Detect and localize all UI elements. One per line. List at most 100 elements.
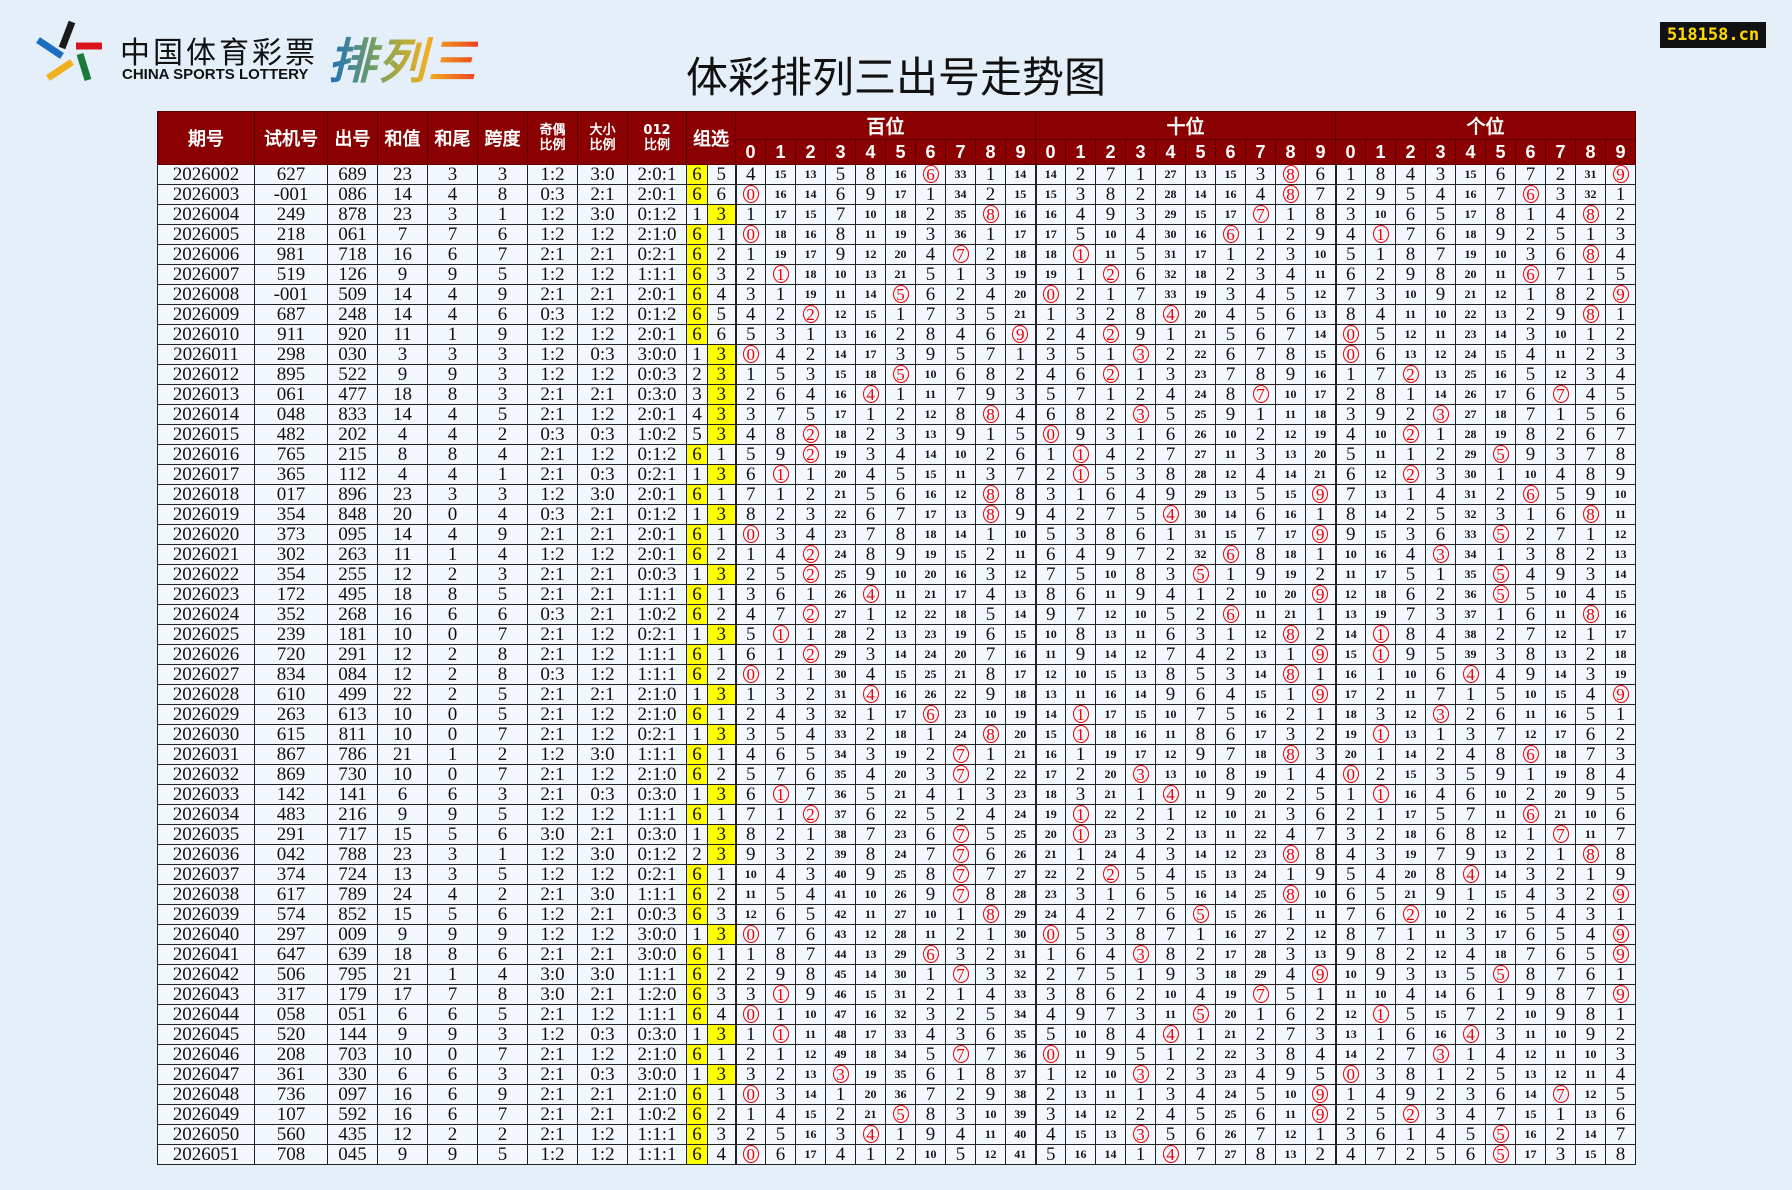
omission-cell-units: 3: [1425, 464, 1456, 485]
omission-cell-hundreds: 17: [915, 504, 946, 525]
omission-cell-tens: 6: [1125, 884, 1156, 905]
sum-tail-cell: 2: [427, 564, 478, 585]
omission-cell-units: 4: [1575, 384, 1606, 405]
omission-cell-tens: 16: [1034, 744, 1066, 765]
omission-cell-tens: 15: [1034, 724, 1066, 745]
omission-cell-tens: 13: [1095, 624, 1126, 645]
omission-cell-tens: 1: [1065, 264, 1096, 285]
omission-cell-hundreds: 1: [975, 424, 1006, 445]
hit-cell-tens: 9: [1305, 484, 1336, 505]
omission-cell-hundreds: 5: [734, 444, 766, 465]
omission-cell-hundreds: 14: [945, 524, 976, 545]
big-small-cell: 0:3: [577, 1064, 628, 1085]
omission-cell-units: 1: [1485, 984, 1516, 1005]
omission-cell-units: 8: [1545, 544, 1576, 565]
span-cell: 5: [477, 684, 528, 705]
sum-tail-cell: 0: [427, 504, 478, 525]
omission-cell-units: 2: [1605, 324, 1636, 345]
omission-cell-hundreds: 4: [795, 724, 826, 745]
omission-cell-units: 1: [1365, 804, 1396, 825]
omission-cell-hundreds: 2: [975, 544, 1006, 565]
sum-tail-cell: 3: [427, 844, 478, 865]
omission-cell-units: 6: [1425, 664, 1456, 685]
omission-cell-units: 3: [1545, 444, 1576, 465]
omission-cell-hundreds: 46: [825, 984, 856, 1005]
position-header-units: 个位: [1335, 111, 1636, 140]
omission-cell-tens: 7: [1095, 504, 1126, 525]
sum-cell: 10: [377, 724, 428, 745]
omission-cell-units: 7: [1365, 364, 1396, 385]
sum-tail-cell: 8: [427, 444, 478, 465]
table-row: 2026041 647 639 18 8 6 2:1 2:1 3:0:0 6 1 1 8 7 44 13 29 6…: [157, 944, 1636, 965]
omission-cell-hundreds: 21: [945, 664, 976, 685]
omission-cell-hundreds: 1: [765, 484, 796, 505]
issue-cell: 2026049: [157, 1104, 255, 1125]
hit-circle-icon: 8: [982, 205, 999, 224]
omission-cell-units: 8: [1485, 744, 1516, 765]
omission-cell-tens: 16: [1215, 184, 1246, 205]
omission-cell-units: 6: [1395, 584, 1426, 605]
omission-cell-units: 4: [1605, 1064, 1636, 1085]
omission-cell-units: 5: [1365, 324, 1396, 345]
hit-cell-tens: 3: [1125, 944, 1156, 965]
omission-cell-hundreds: 6: [765, 744, 796, 765]
hit-circle-icon: 9: [1312, 585, 1329, 604]
span-cell: 6: [477, 944, 528, 965]
omission-cell-units: 10: [1575, 804, 1606, 825]
issue-cell: 2026031: [157, 744, 255, 765]
sum-tail-cell: 4: [427, 464, 478, 485]
omission-cell-units: 8: [1575, 764, 1606, 785]
omission-cell-units: 15: [1395, 764, 1426, 785]
table-row: 2026024 352 268 16 6 6 0:3 2:1 1:0:2 6 2 4 7 2 27 1 12 22…: [157, 604, 1636, 625]
ratio-012-cell: 2:0:1: [627, 284, 687, 305]
big-small-cell: 2:1: [577, 824, 628, 845]
omission-cell-units: 15: [1365, 524, 1396, 545]
big-small-cell: 1:2: [577, 664, 628, 685]
sum-cell: 6: [377, 1004, 428, 1025]
hit-cell-hundreds: 7: [945, 964, 976, 985]
omission-cell-tens: 13: [1275, 1144, 1306, 1165]
hit-circle-icon: 8: [1282, 185, 1299, 204]
omission-cell-tens: 31: [1155, 244, 1186, 265]
hit-circle-icon: 0: [742, 1085, 759, 1104]
header-line: 012: [643, 123, 671, 138]
omission-cell-tens: 2: [1185, 604, 1216, 625]
omission-cell-hundreds: 1: [885, 384, 916, 405]
omission-cell-units: 7: [1395, 224, 1426, 245]
test-number-cell: 867: [254, 744, 328, 765]
hit-circle-icon: 1: [772, 625, 789, 644]
hit-circle-icon: 9: [1612, 925, 1629, 944]
hit-cell-units: 2: [1395, 464, 1426, 485]
hit-cell-units: 0: [1334, 344, 1366, 365]
omission-cell-tens: 3: [1065, 304, 1096, 325]
omission-cell-units: 3: [1605, 1044, 1636, 1065]
draw-number-cell: 009: [327, 924, 378, 945]
omission-cell-tens: 3: [1125, 464, 1156, 485]
omission-cell-tens: 30: [1155, 224, 1186, 245]
omission-cell-tens: 6: [1065, 584, 1096, 605]
omission-cell-tens: 21: [1305, 464, 1336, 485]
group3-cell: 3: [707, 464, 736, 485]
omission-cell-units: 5: [1395, 564, 1426, 585]
lottery-star-icon: [36, 20, 102, 82]
omission-cell-hundreds: 1: [945, 984, 976, 1005]
group6-cell: 6: [686, 704, 708, 725]
omission-cell-units: 16: [1515, 1124, 1546, 1145]
omission-cell-units: 6: [1485, 164, 1516, 185]
omission-cell-hundreds: 7: [915, 844, 946, 865]
omission-cell-units: 3: [1575, 364, 1606, 385]
omission-cell-units: 1: [1575, 524, 1606, 545]
omission-cell-tens: 17: [1034, 224, 1066, 245]
omission-cell-tens: 14: [1245, 664, 1276, 685]
omission-cell-hundreds: 24: [945, 724, 976, 745]
omission-cell-tens: 7: [1185, 704, 1216, 725]
omission-cell-units: 14: [1334, 624, 1366, 645]
omission-cell-tens: 15: [1305, 344, 1336, 365]
omission-cell-tens: 10: [1065, 1024, 1096, 1045]
omission-cell-units: 9: [1395, 264, 1426, 285]
big-small-cell: 0:3: [577, 1024, 628, 1045]
span-cell: 5: [477, 584, 528, 605]
group3-cell: 3: [707, 924, 736, 945]
group3-cell: 1: [707, 584, 736, 605]
